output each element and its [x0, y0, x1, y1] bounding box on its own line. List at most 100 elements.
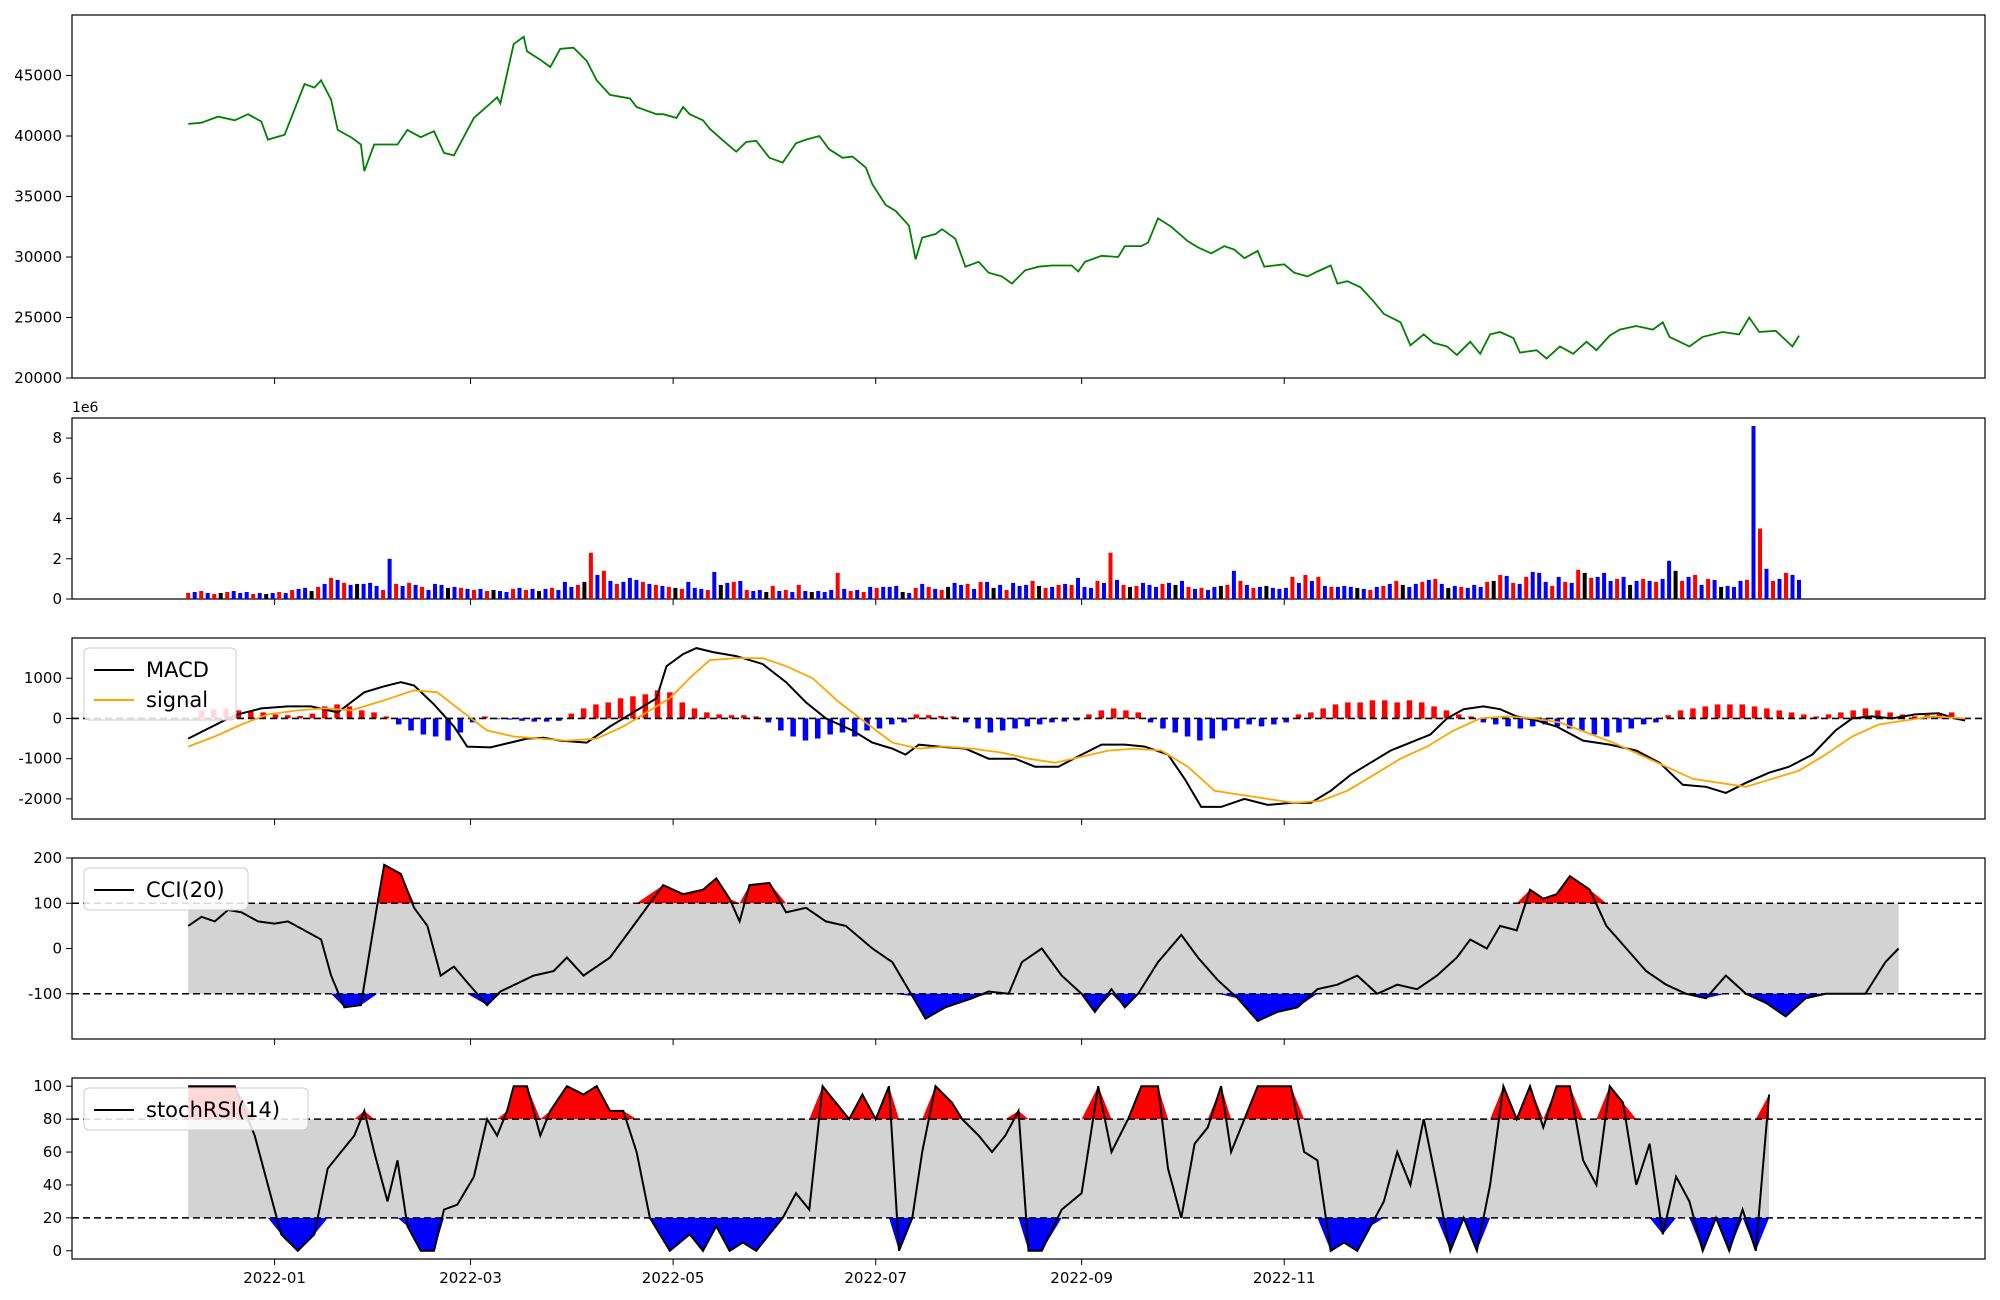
macd-histogram-bar	[704, 712, 710, 719]
volume-bar	[1069, 584, 1074, 599]
macd-histogram-bar	[950, 716, 957, 719]
macd-histogram-bar	[1480, 718, 1487, 723]
volume-bar	[660, 585, 665, 599]
volume-bar	[1199, 587, 1204, 599]
macd-histogram-bar	[1579, 718, 1585, 731]
macd-histogram-bar	[1838, 712, 1844, 719]
axes-frame	[71, 637, 1986, 820]
legend-label-signal: signal	[146, 688, 208, 712]
legend-box	[83, 1087, 309, 1131]
axes-frame	[71, 417, 1986, 600]
legend-box	[83, 647, 237, 721]
y-tick-label: 6	[52, 469, 62, 487]
volume-bar	[530, 588, 535, 599]
volume-bar	[855, 590, 860, 599]
macd-histogram-bar	[1887, 712, 1893, 719]
y-tick-label: -2000	[18, 790, 62, 808]
volume-bar	[400, 585, 405, 599]
cci-oversold-fill	[188, 993, 1899, 1021]
volume-bar	[1024, 584, 1029, 599]
volume-bar	[1108, 552, 1113, 599]
volume-bar	[517, 587, 522, 599]
volume-bar	[394, 583, 399, 599]
volume-bar	[1634, 580, 1639, 599]
volume-bar	[1582, 572, 1587, 599]
macd-histogram-bar	[248, 711, 254, 719]
x-tick-label: 2022-03	[439, 1269, 502, 1287]
volume-bar	[1296, 582, 1301, 599]
volume-bar	[816, 591, 821, 599]
macd-histogram-bar	[1727, 704, 1733, 719]
macd-histogram-bar	[716, 714, 722, 719]
macd-histogram-bar	[1813, 716, 1819, 719]
volume-bar	[192, 592, 197, 599]
volume-bar	[1160, 583, 1165, 599]
macd-histogram-bar	[1135, 712, 1141, 719]
macd-histogram-bar	[1172, 718, 1178, 733]
volume-bar	[186, 593, 191, 599]
volume-bar	[537, 591, 541, 599]
macd-histogram-bar	[654, 690, 661, 719]
volume-bar	[1043, 587, 1048, 599]
volume-bar	[1543, 581, 1548, 599]
volume-bar	[692, 587, 697, 599]
y-tick-label: 20000	[14, 369, 62, 387]
y-tick-label: 0	[52, 709, 62, 727]
volume-bar	[387, 558, 392, 599]
volume-bar	[946, 586, 951, 599]
macd-histogram-bar	[1493, 718, 1499, 725]
volume-bar	[1225, 584, 1230, 599]
volume-bar	[543, 588, 548, 599]
macd-histogram-bar	[1714, 704, 1721, 719]
volume-bar	[342, 582, 347, 599]
x-tick-label: 2022-09	[1050, 1269, 1113, 1287]
volume-bar	[1478, 586, 1483, 599]
volume-bar	[498, 591, 502, 599]
volume-bar	[1095, 580, 1100, 599]
volume-bar	[913, 587, 918, 599]
y-tick-label: 0	[52, 590, 62, 608]
macd-histogram-bar	[1566, 718, 1573, 729]
volume-bar	[1355, 587, 1360, 599]
volume-bar	[1777, 578, 1782, 599]
macd-histogram-bar	[1862, 708, 1869, 719]
volume-bar	[199, 591, 204, 599]
stoch-rsi-band	[188, 1119, 1770, 1218]
y-tick-label: -100	[28, 985, 62, 1003]
volume-bar	[1361, 588, 1366, 599]
macd-histogram-bar	[1801, 714, 1807, 719]
volume-bar	[550, 587, 554, 599]
volume-bar	[368, 582, 373, 599]
y-tick-label: 200	[33, 849, 62, 867]
macd-histogram-bar	[1295, 714, 1302, 719]
macd-panel: -2000 -1000 0 1000 MACD signal	[18, 637, 1986, 825]
volume-bar	[1719, 586, 1724, 599]
volume-bar	[868, 586, 873, 599]
macd-histogram-bar	[975, 718, 981, 729]
macd-histogram-bar	[1184, 718, 1191, 737]
cci-band	[188, 903, 1899, 994]
legend-label-stoch-rsi: stochRSI(14)	[146, 1098, 280, 1122]
macd-histogram-bar	[852, 718, 858, 737]
volume-bar	[1063, 583, 1068, 599]
macd-histogram-bar	[1788, 712, 1795, 719]
macd-histogram-bar	[1542, 718, 1548, 725]
volume-bar	[738, 580, 743, 599]
volume-bar	[1556, 576, 1561, 599]
volume-bar	[1797, 579, 1801, 599]
macd-histogram-bar	[987, 718, 994, 733]
y-tick-label: 2	[52, 550, 62, 568]
volume-bar	[1335, 586, 1340, 599]
axes-frame	[71, 1077, 1986, 1260]
macd-histogram-bar	[556, 718, 562, 721]
volume-bar	[1550, 585, 1555, 599]
volume-bar	[218, 593, 223, 599]
macd-histogram-bar	[1690, 708, 1696, 719]
macd-histogram-bar	[938, 716, 944, 719]
volume-bar	[452, 586, 457, 599]
volume-bar	[1316, 576, 1321, 599]
volume-bar	[1004, 590, 1009, 599]
volume-bar	[920, 583, 925, 599]
volume-bar	[1433, 578, 1438, 599]
macd-histogram-bar	[1221, 718, 1228, 731]
